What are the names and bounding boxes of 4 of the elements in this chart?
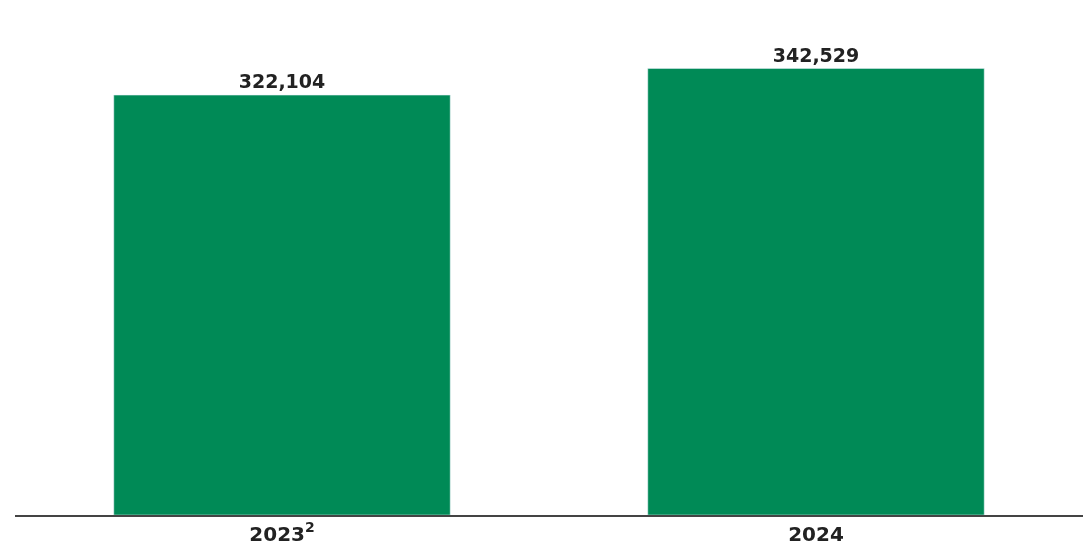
x-tick-label: 2024 [788,521,844,546]
x-tick-label: 2023$^{2}$ [249,519,315,546]
data-label: 342,529 [772,43,860,66]
data-label: 322,104 [238,70,326,93]
